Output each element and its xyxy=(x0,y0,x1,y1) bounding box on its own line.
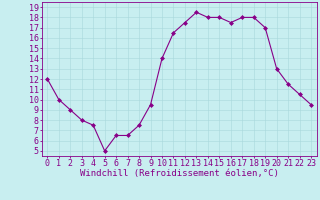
X-axis label: Windchill (Refroidissement éolien,°C): Windchill (Refroidissement éolien,°C) xyxy=(80,169,279,178)
